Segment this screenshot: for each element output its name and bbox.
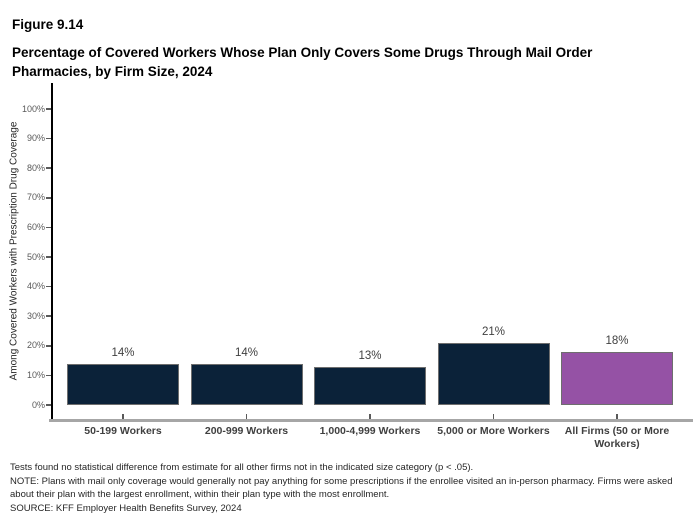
page-title: Percentage of Covered Workers Whose Plan… (12, 45, 593, 79)
x-axis-label: 1,000-4,999 Workers (319, 425, 421, 437)
footnotes: Tests found no statistical difference fr… (10, 461, 690, 515)
x-axis-label: 200-999 Workers (204, 425, 289, 437)
y-axis-tick (46, 137, 51, 140)
x-axis-line (49, 419, 693, 422)
y-axis-tick-label: 90% (26, 133, 45, 144)
y-axis-tick (46, 404, 51, 406)
y-axis-tick (46, 285, 51, 288)
y-axis-tick (46, 108, 51, 110)
x-axis-tick (122, 414, 124, 419)
footnote-note: NOTE: Plans with mail only coverage woul… (10, 475, 673, 501)
x-axis-label: All Firms (50 or More Workers) (564, 425, 670, 450)
x-axis-label: 5,000 or More Workers (437, 425, 550, 437)
footnote-source: SOURCE: KFF Employer Health Benefits Sur… (10, 502, 242, 514)
y-axis-tick (46, 315, 51, 317)
y-axis-tick-label: 100% (21, 103, 45, 114)
bar (190, 363, 303, 405)
x-axis-tick (492, 414, 495, 419)
bar-value-label: 14% (234, 346, 259, 359)
bar-value-label: 21% (481, 325, 506, 338)
y-axis-tick-label: 50% (26, 251, 45, 262)
bar (314, 366, 426, 405)
y-axis-line (51, 83, 53, 419)
y-axis-tick (46, 256, 51, 258)
y-axis-tick-label: 80% (26, 162, 45, 173)
y-axis-tick-label: 20% (26, 340, 45, 351)
y-axis-tick-label: 40% (26, 281, 45, 292)
y-axis-tick (46, 226, 51, 229)
y-axis-tick-label: 10% (26, 369, 45, 380)
bar-value-label: 14% (111, 346, 135, 359)
bar (437, 342, 550, 405)
y-axis-tick (46, 345, 51, 347)
y-axis-tick-label: 70% (26, 192, 45, 203)
bar (67, 363, 179, 405)
y-axis-tick-label: 0% (31, 399, 45, 410)
x-axis-tick (616, 414, 618, 419)
x-axis-label: 50-199 Workers (84, 425, 162, 437)
figure-number-label: Figure 9.14 (12, 17, 84, 32)
bar-value-label: 18% (605, 334, 629, 347)
y-axis-tick-label: 30% (26, 310, 45, 321)
y-axis-tick (46, 167, 51, 169)
x-axis-tick (369, 414, 371, 419)
y-axis-tick (46, 374, 51, 377)
footnote-significance: Tests found no statistical difference fr… (10, 462, 474, 473)
y-axis-tick (46, 197, 51, 199)
bar (561, 351, 673, 405)
x-axis-tick (245, 414, 248, 419)
y-axis-tick-label: 60% (26, 221, 45, 232)
bar-value-label: 13% (358, 349, 382, 362)
